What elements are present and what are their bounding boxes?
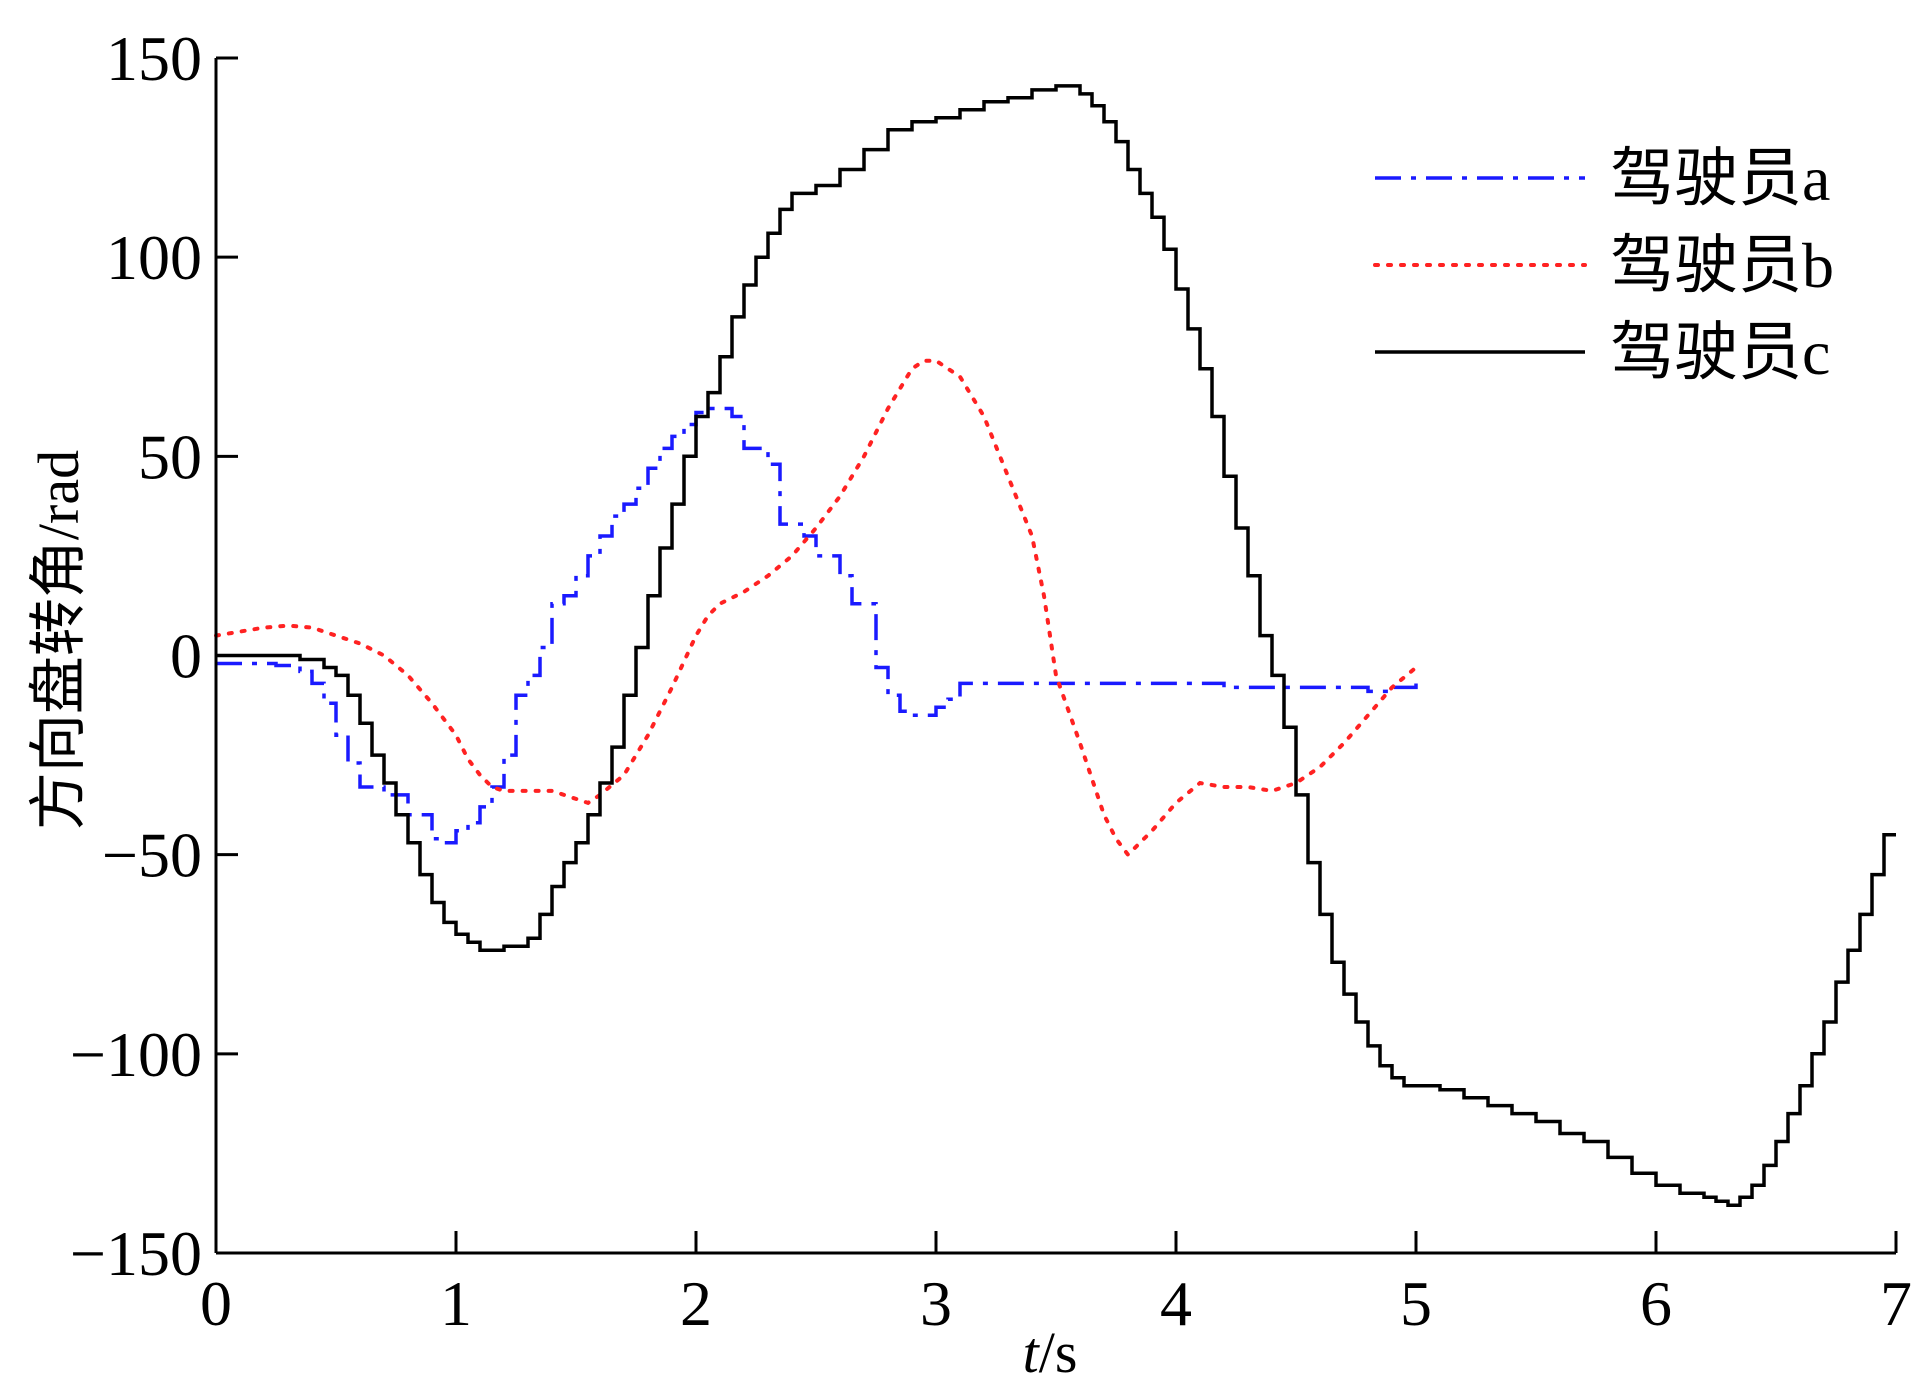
- y-tick-label: 50: [138, 421, 202, 492]
- x-tick-label: 7: [1880, 1268, 1912, 1339]
- ticks-layer: 0 1 2 3 4 5 6 7 150 100 50 0 −50 −100 −150: [70, 23, 1912, 1339]
- x-tick-label: 4: [1160, 1268, 1192, 1339]
- series-layer: [214, 84, 1896, 1207]
- series-line-b: [214, 358, 1418, 858]
- legend-label-c: 驾驶员c: [1610, 317, 1830, 388]
- y-tick-label: 100: [106, 222, 202, 293]
- y-tick-label: −100: [70, 1019, 202, 1090]
- series-line-a: [216, 406, 1418, 845]
- x-axis-label-unit: /s: [1039, 1320, 1078, 1384]
- x-tick-label: 0: [200, 1268, 232, 1339]
- legend: 驾驶员a 驾驶员b 驾驶员c: [1373, 143, 1834, 388]
- legend-label-a: 驾驶员a: [1610, 143, 1830, 214]
- y-tick-label: −150: [70, 1218, 202, 1289]
- x-tick-label: 2: [680, 1268, 712, 1339]
- x-tick-label: 1: [440, 1268, 472, 1339]
- y-tick-label: 0: [170, 621, 202, 692]
- y-tick-label: 150: [106, 23, 202, 94]
- x-tick-label: 6: [1640, 1268, 1672, 1339]
- x-tick-label: 3: [920, 1268, 952, 1339]
- y-axis-label: 方向盘转角/rad: [26, 450, 91, 830]
- y-tick-label: −50: [102, 820, 202, 891]
- legend-label-b: 驾驶员b: [1610, 230, 1834, 301]
- series-line-c: [216, 84, 1896, 1207]
- x-axis-label-var: t: [1023, 1320, 1041, 1384]
- x-axis-label: t/s: [1023, 1320, 1078, 1384]
- x-tick-label: 5: [1400, 1268, 1432, 1339]
